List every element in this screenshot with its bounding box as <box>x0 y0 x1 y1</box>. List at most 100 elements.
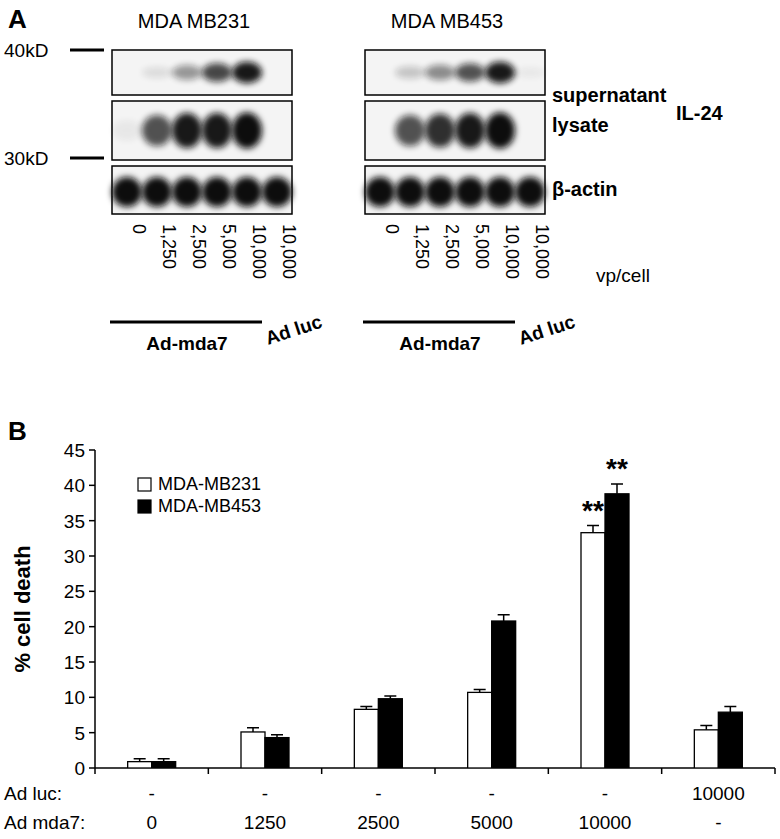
y-tick-label: 20 <box>64 617 85 638</box>
x-tick-label: 10000 <box>579 812 632 833</box>
x-tick-label: - <box>602 783 608 804</box>
bar <box>694 730 718 768</box>
x-tick <box>661 768 663 774</box>
blot-band <box>232 62 262 83</box>
bar <box>492 621 516 768</box>
group-line <box>363 321 515 324</box>
y-tick <box>89 449 95 451</box>
lane-label: 10,000 <box>249 224 269 279</box>
error-bar <box>700 726 712 730</box>
x-row-label: Ad luc: <box>4 783 62 804</box>
blot-band <box>515 67 545 78</box>
blot-band <box>485 177 515 207</box>
marker-dash <box>70 49 104 52</box>
bar <box>718 712 742 768</box>
bar <box>128 762 152 768</box>
x-tick-label: - <box>262 783 268 804</box>
bar <box>581 533 605 768</box>
blot-title: MDA MB231 <box>138 10 250 32</box>
lane-label: 1,250 <box>159 224 179 269</box>
blot-band <box>515 177 545 207</box>
group-label: Ad-mda7 <box>399 333 480 354</box>
y-tick-label: 40 <box>64 475 85 496</box>
x-tick <box>434 768 436 774</box>
bar <box>605 494 629 768</box>
lane-label: 10,000 <box>502 224 522 279</box>
error-bar <box>158 759 170 762</box>
x-row-label: Ad mda7: <box>4 812 85 833</box>
blot-band <box>262 177 292 207</box>
y-tick-label: 0 <box>74 758 85 779</box>
group-line <box>110 321 262 324</box>
blot-band <box>395 177 425 207</box>
error-bar <box>474 690 486 693</box>
y-tick <box>89 697 95 699</box>
legend-swatch <box>138 500 151 513</box>
protein-label: IL-24 <box>676 102 724 124</box>
lane-label: 5,000 <box>219 224 239 269</box>
blot-title: MDA MB453 <box>391 10 503 32</box>
error-bar <box>360 707 372 710</box>
y-tick <box>89 767 95 769</box>
marker-dash <box>70 157 104 160</box>
y-axis <box>94 450 96 768</box>
blot-band <box>202 113 232 148</box>
y-tick-label: 45 <box>64 440 85 461</box>
blot-band <box>485 113 515 149</box>
y-tick-label: 15 <box>64 652 85 673</box>
y-tick-label: 35 <box>64 511 85 532</box>
blot-strip <box>365 166 545 214</box>
significance: ** <box>582 495 604 526</box>
x-tick <box>208 768 210 774</box>
marker-label: 30kD <box>4 148 48 169</box>
x-tick-label: 0 <box>146 812 157 833</box>
blot-band <box>232 177 262 207</box>
blot-band <box>202 63 232 82</box>
x-tick-label: 1250 <box>244 812 286 833</box>
lane-label: 10,000 <box>532 224 552 279</box>
lane-label: 0 <box>129 224 149 234</box>
page: {"panel_labels": ["A", "B"], "blot": { "… <box>0 0 780 839</box>
blot-band <box>142 67 172 78</box>
blot-band <box>202 177 232 207</box>
blot-band <box>172 65 202 80</box>
x-tick-label: - <box>489 783 495 804</box>
x-tick-label: - <box>375 783 381 804</box>
figure: AMDA MB23101,2502,5005,00010,00010,000Ad… <box>0 0 780 839</box>
bar <box>241 732 265 768</box>
group-label: Ad luc <box>516 311 578 349</box>
legend-swatch <box>138 478 151 491</box>
y-tick-label: 30 <box>64 546 85 567</box>
x-tick <box>321 768 323 774</box>
bar <box>354 709 378 768</box>
x-tick-label: - <box>149 783 155 804</box>
blot-band <box>395 115 425 146</box>
blot-band <box>172 113 202 148</box>
significance: ** <box>606 453 628 484</box>
error-bar <box>271 735 283 738</box>
group-label: Ad luc <box>263 311 325 349</box>
legend-label: MDA-MB231 <box>158 474 261 494</box>
lane-label: 1,250 <box>412 224 432 269</box>
error-bar <box>724 707 736 713</box>
bar <box>468 692 492 768</box>
row-label: lysate <box>552 114 609 136</box>
legend-label: MDA-MB453 <box>158 496 261 516</box>
marker-label: 40kD <box>4 40 48 61</box>
x-tick <box>94 768 96 774</box>
blot-band <box>455 113 485 148</box>
blot-band <box>425 65 455 80</box>
y-tick <box>89 626 95 628</box>
y-tick <box>89 732 95 734</box>
blot-strip <box>365 101 545 160</box>
lane-label: 0 <box>382 224 402 234</box>
y-tick <box>89 485 95 487</box>
blot-band <box>172 177 202 207</box>
blot-strip <box>112 101 292 160</box>
blot-strip <box>112 50 292 95</box>
y-tick <box>89 520 95 522</box>
y-tick-label: 25 <box>64 581 85 602</box>
panel-label: A <box>8 4 27 34</box>
blot-band <box>232 113 262 149</box>
error-bar <box>498 615 510 621</box>
